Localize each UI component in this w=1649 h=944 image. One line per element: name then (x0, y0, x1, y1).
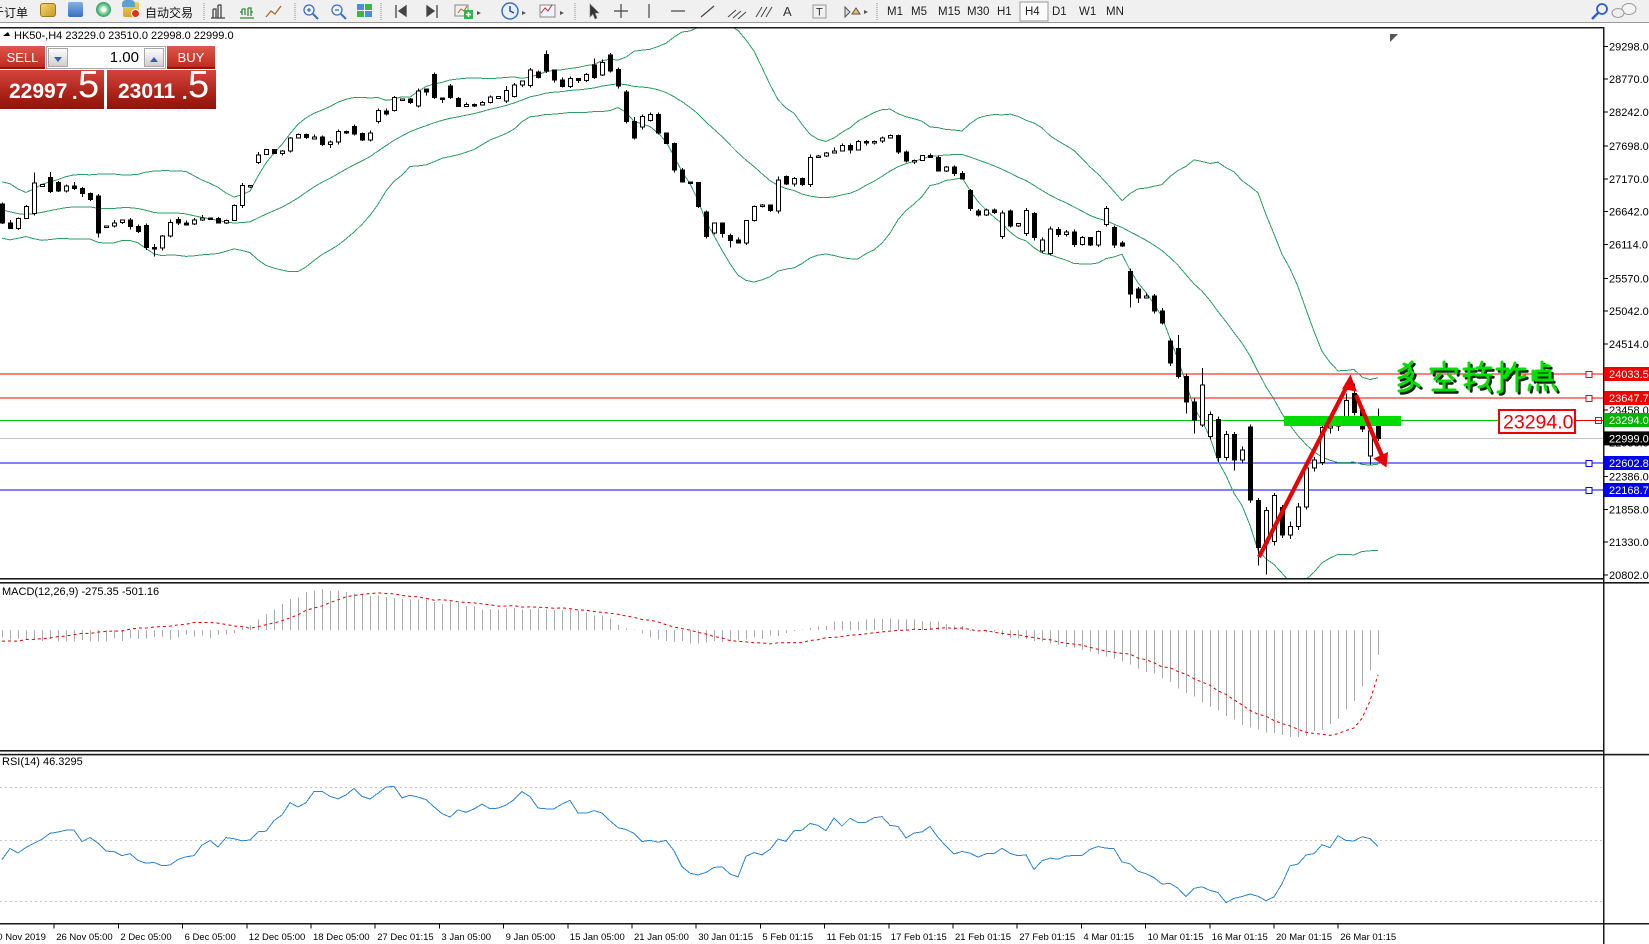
svg-text:22602.8: 22602.8 (1609, 458, 1649, 470)
svg-text:9 Jan 05:00: 9 Jan 05:00 (506, 932, 556, 943)
svg-text:23647.7: 23647.7 (1609, 393, 1649, 405)
svg-text:25570.0: 25570.0 (1609, 273, 1649, 285)
svg-text:10 Mar 01:15: 10 Mar 01:15 (1148, 932, 1204, 943)
svg-text:27 Dec 01:15: 27 Dec 01:15 (377, 932, 434, 943)
svg-text:22386.0: 22386.0 (1609, 472, 1649, 484)
svg-text:16 Mar 01:15: 16 Mar 01:15 (1212, 932, 1268, 943)
svg-text:4 Mar 01:15: 4 Mar 01:15 (1083, 932, 1134, 943)
svg-text:15 Jan 05:00: 15 Jan 05:00 (570, 932, 625, 943)
svg-text:26114.0: 26114.0 (1609, 240, 1648, 252)
svg-text:MACD(12,26,9) -275.35 -501.16: MACD(12,26,9) -275.35 -501.16 (2, 586, 159, 598)
svg-text:22168.7: 22168.7 (1609, 485, 1649, 497)
svg-text:28242.0: 28242.0 (1609, 107, 1649, 119)
svg-text:18 Dec 05:00: 18 Dec 05:00 (313, 932, 370, 943)
svg-text:12 Dec 05:00: 12 Dec 05:00 (249, 932, 306, 943)
svg-text:21330.0: 21330.0 (1609, 537, 1649, 549)
svg-text:29298.0: 29298.0 (1609, 41, 1649, 53)
svg-text:MN: MN (1106, 6, 1124, 18)
svg-text:2 Dec 05:00: 2 Dec 05:00 (120, 932, 171, 943)
svg-text:27170.0: 27170.0 (1609, 174, 1649, 186)
svg-text:M15: M15 (938, 6, 960, 18)
svg-text:RSI(14) 46.3295: RSI(14) 46.3295 (2, 756, 83, 768)
svg-text:26642.0: 26642.0 (1609, 207, 1649, 219)
svg-text:24033.5: 24033.5 (1609, 369, 1649, 381)
svg-text:23294.0: 23294.0 (1609, 415, 1649, 427)
svg-text:6 Dec 05:00: 6 Dec 05:00 (185, 932, 236, 943)
svg-text:21 Jan 05:00: 21 Jan 05:00 (634, 932, 689, 943)
svg-text:M30: M30 (967, 6, 989, 18)
svg-text:30 Jan 01:15: 30 Jan 01:15 (698, 932, 753, 943)
svg-text:25042.0: 25042.0 (1609, 306, 1649, 318)
svg-text:26 Nov 05:00: 26 Nov 05:00 (56, 932, 113, 943)
svg-text:T: T (816, 7, 823, 19)
svg-text:17 Feb 01:15: 17 Feb 01:15 (891, 932, 947, 943)
svg-text:11 Feb 01:15: 11 Feb 01:15 (827, 932, 882, 943)
svg-text:27 Feb 01:15: 27 Feb 01:15 (1019, 932, 1075, 943)
svg-text:23294.0: 23294.0 (1503, 412, 1574, 434)
svg-text:24514.0: 24514.0 (1609, 339, 1649, 351)
svg-text:A: A (783, 4, 792, 19)
svg-text:20802.0: 20802.0 (1609, 570, 1649, 582)
svg-text:M5: M5 (911, 6, 927, 18)
svg-text:21 Feb 01:15: 21 Feb 01:15 (955, 932, 1011, 943)
svg-text:22999.0: 22999.0 (1609, 433, 1649, 445)
svg-text:H4: H4 (1025, 6, 1040, 18)
svg-text:20 Mar 01:15: 20 Mar 01:15 (1276, 932, 1332, 943)
svg-text:28770.0: 28770.0 (1609, 74, 1649, 86)
svg-text:HK50-,H4 23229.0 23510.0 2299: HK50-,H4 23229.0 23510.0 22998.0 22999.0 (14, 30, 234, 42)
svg-text:21858.0: 21858.0 (1609, 504, 1649, 516)
svg-text:M1: M1 (887, 6, 903, 18)
svg-text:D1: D1 (1052, 6, 1067, 18)
svg-text:26 Mar 01:15: 26 Mar 01:15 (1340, 932, 1396, 943)
svg-text:W1: W1 (1079, 6, 1096, 18)
svg-text:5 Feb 01:15: 5 Feb 01:15 (762, 932, 813, 943)
svg-text:20 Nov 2019: 20 Nov 2019 (0, 932, 46, 943)
svg-text:27698.0: 27698.0 (1609, 141, 1649, 153)
svg-text:3 Jan 05:00: 3 Jan 05:00 (441, 932, 491, 943)
svg-text:H1: H1 (997, 6, 1012, 18)
